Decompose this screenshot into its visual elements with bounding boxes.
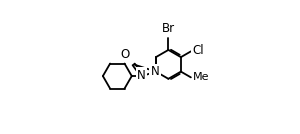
Text: N: N [137,69,146,82]
Text: Br: Br [162,22,175,35]
Text: O: O [120,48,129,61]
Text: Cl: Cl [193,44,205,57]
Text: Me: Me [193,72,209,82]
Text: N: N [151,65,160,78]
